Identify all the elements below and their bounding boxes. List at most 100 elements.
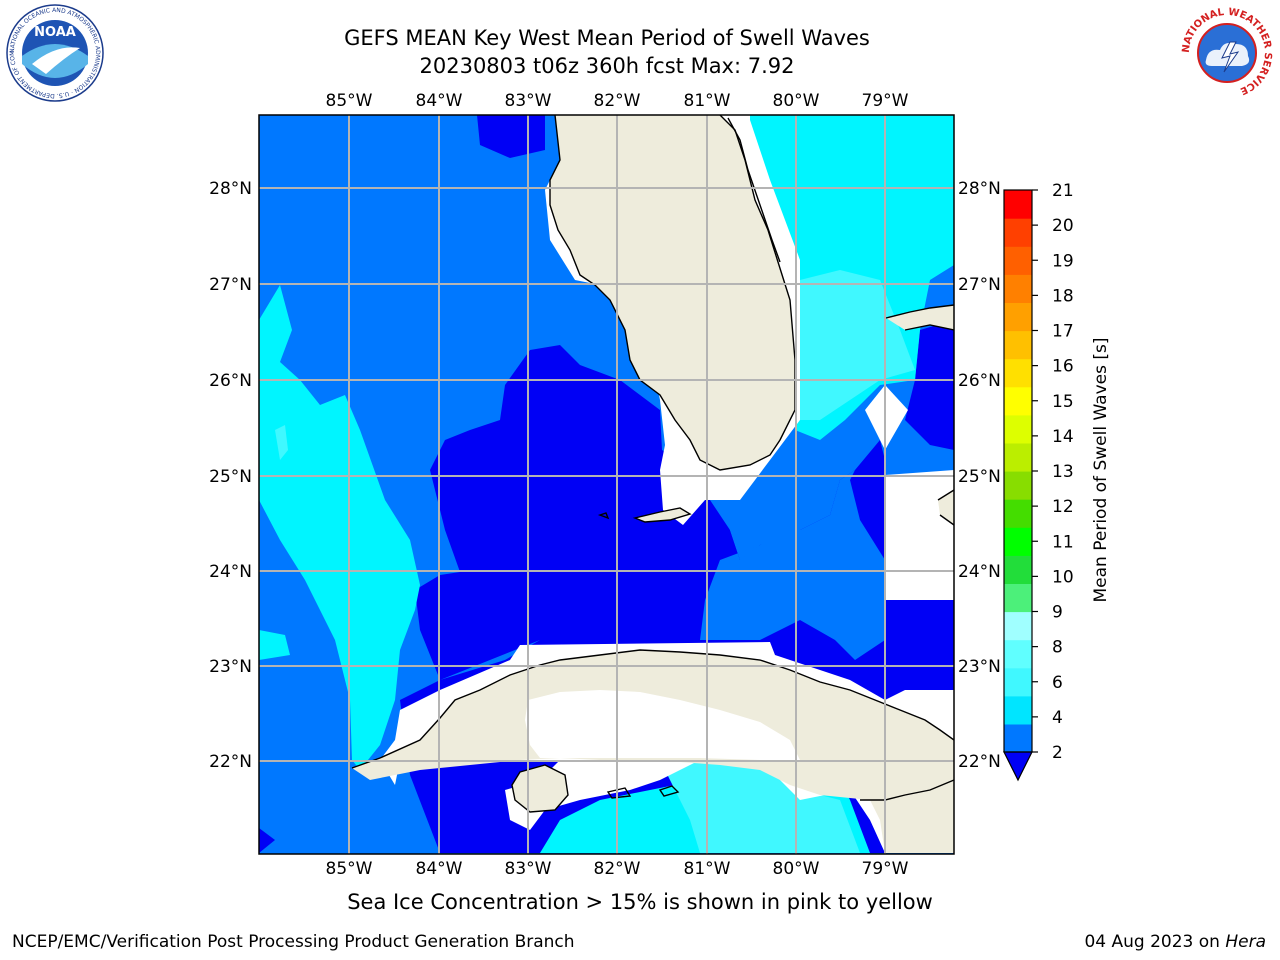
colorbar-tick-label: 21 <box>1052 181 1074 201</box>
florida-peninsula <box>550 115 795 470</box>
map-frame <box>258 114 955 855</box>
colorbar-tick-label: 15 <box>1052 392 1074 412</box>
colorbar-segment <box>1004 414 1032 444</box>
lat-label-left: 23°N <box>209 657 252 677</box>
colorbar-tick-label: 6 <box>1052 673 1063 693</box>
colorbar-extend-triangle <box>1003 751 1033 782</box>
swell-contour-cyan-west <box>259 285 420 770</box>
swell-contour-dark-blue-southeast <box>885 600 954 700</box>
latitude-labels-right: 28°N 27°N 26°N 25°N 24°N 23°N 22°N <box>958 179 1001 772</box>
swell-contour-light-cyan-south <box>660 760 860 853</box>
colorbar-tick-label: 10 <box>1052 567 1074 587</box>
lat-label-left: 25°N <box>209 467 252 487</box>
generation-date: 04 Aug 2023 on Hera <box>1084 932 1266 952</box>
lon-label-bottom: 79°W <box>862 859 909 879</box>
lon-label-top: 81°W <box>684 91 731 111</box>
swell-contour-cyan-west-inlet <box>259 630 290 660</box>
longitude-labels-bottom: 85°W 84°W 83°W 82°W 81°W 80°W 79°W <box>326 859 909 879</box>
lon-label-top: 85°W <box>326 91 373 111</box>
lon-label-top: 84°W <box>416 91 463 111</box>
colorbar-segment <box>1004 639 1032 669</box>
colorbar-tick-label: 14 <box>1052 427 1074 447</box>
lat-label-left: 22°N <box>209 752 252 772</box>
swell-contour-light-cyan-west <box>275 425 288 460</box>
lat-label-right: 27°N <box>958 275 1001 295</box>
colorbar-segment <box>1004 611 1032 641</box>
colorbar-label: Mean Period of Swell Waves [s] <box>1091 338 1111 603</box>
longitude-labels-top: 85°W 84°W 83°W 82°W 81°W 80°W 79°W <box>326 91 909 111</box>
colorbar-segment <box>1004 695 1032 725</box>
lon-label-bottom: 84°W <box>416 859 463 879</box>
isla-de-la-juventud <box>512 765 568 812</box>
colorbar-tick-label: 2 <box>1052 743 1063 763</box>
lon-label-top: 80°W <box>773 91 820 111</box>
colorbar-segment <box>1004 499 1032 528</box>
lon-label-top: 82°W <box>594 91 641 111</box>
colorbar-segment <box>1004 330 1032 360</box>
colorbar-segment <box>1004 218 1032 247</box>
colorbar: 21 20 19 18 17 16 15 14 13 12 11 10 9 8 6 4 2 <box>1003 181 1074 782</box>
nws-logo-icon: NATIONAL WEATHER SERVICE <box>1180 6 1274 100</box>
swell-contour-dark-blue-southwest <box>259 828 275 853</box>
lon-label-bottom: 81°W <box>684 859 731 879</box>
lon-label-bottom: 80°W <box>773 859 820 879</box>
lat-label-left: 24°N <box>209 562 252 582</box>
noaa-logo-icon: NATIONAL OCEANIC AND ATMOSPHERIC ADMINIS… <box>6 4 104 102</box>
missing-data-mask-east <box>865 385 908 450</box>
colorbar-tick-label: 16 <box>1052 357 1074 377</box>
colorbar-segment <box>1004 442 1032 472</box>
lat-label-left: 26°N <box>209 371 252 391</box>
lat-label-left: 28°N <box>209 179 252 199</box>
grand-bahama <box>886 305 954 330</box>
sea-ice-note: Sea Ice Concentration > 15% is shown in … <box>347 890 933 914</box>
colorbar-segment <box>1004 527 1032 556</box>
colorbar-segment <box>1004 386 1032 416</box>
swell-contour-mid-blue-straits <box>700 440 885 660</box>
missing-data-mask-bahamas <box>885 470 954 600</box>
lon-label-bottom: 82°W <box>594 859 641 879</box>
lon-label-top: 83°W <box>505 91 552 111</box>
colorbar-tick-label: 8 <box>1052 638 1063 658</box>
colorbar-segment <box>1004 667 1032 697</box>
lat-label-right: 28°N <box>958 179 1001 199</box>
colorbar-segment <box>1004 583 1032 613</box>
colorbar-tick-label: 11 <box>1052 532 1074 552</box>
chart-title: GEFS MEAN Key West Mean Period of Swell … <box>344 26 870 50</box>
colorbar-segment <box>1004 274 1032 303</box>
chart-subtitle: 20230803 t06z 360h fcst Max: 7.92 <box>419 54 795 78</box>
colorbar-tick-label: 12 <box>1052 497 1074 517</box>
colorbar-segment <box>1004 471 1032 500</box>
colorbar-segment <box>1004 190 1032 219</box>
lat-label-right: 22°N <box>958 752 1001 772</box>
lat-label-right: 26°N <box>958 371 1001 391</box>
lat-label-right: 24°N <box>958 562 1001 582</box>
lat-label-right: 23°N <box>958 657 1001 677</box>
lon-label-top: 79°W <box>862 91 909 111</box>
producer-credit: NCEP/EMC/Verification Post Processing Pr… <box>12 932 575 952</box>
date-text: 04 Aug 2023 on <box>1084 932 1220 952</box>
colorbar-segment <box>1004 358 1032 388</box>
swell-contour-dark-blue-east <box>905 320 954 450</box>
colorbar-segment <box>1004 302 1032 332</box>
colorbar-tick-label: 13 <box>1052 462 1074 482</box>
colorbar-tick-label: 4 <box>1052 708 1063 728</box>
lon-label-bottom: 85°W <box>326 859 373 879</box>
colorbar-tick-label: 19 <box>1052 251 1074 271</box>
colorbar-segment <box>1004 246 1032 275</box>
cuba-inner-white <box>525 690 800 760</box>
colorbar-tick-label: 17 <box>1052 322 1074 342</box>
lat-label-right: 25°N <box>958 467 1001 487</box>
colorbar-tick-label: 9 <box>1052 603 1063 623</box>
lon-label-bottom: 83°W <box>505 859 552 879</box>
map-gridlines <box>259 115 954 854</box>
colorbar-segment <box>1004 555 1032 584</box>
map-panel <box>259 115 954 854</box>
colorbar-tick-label: 20 <box>1052 216 1074 236</box>
florida-keys <box>635 508 690 522</box>
colorbar-tick-label: 18 <box>1052 286 1074 306</box>
lat-label-left: 27°N <box>209 275 252 295</box>
noaa-logo-text: NOAA <box>34 25 76 40</box>
host-name: Hera <box>1225 932 1266 952</box>
latitude-labels-left: 28°N 27°N 26°N 25°N 24°N 23°N 22°N <box>209 179 252 772</box>
